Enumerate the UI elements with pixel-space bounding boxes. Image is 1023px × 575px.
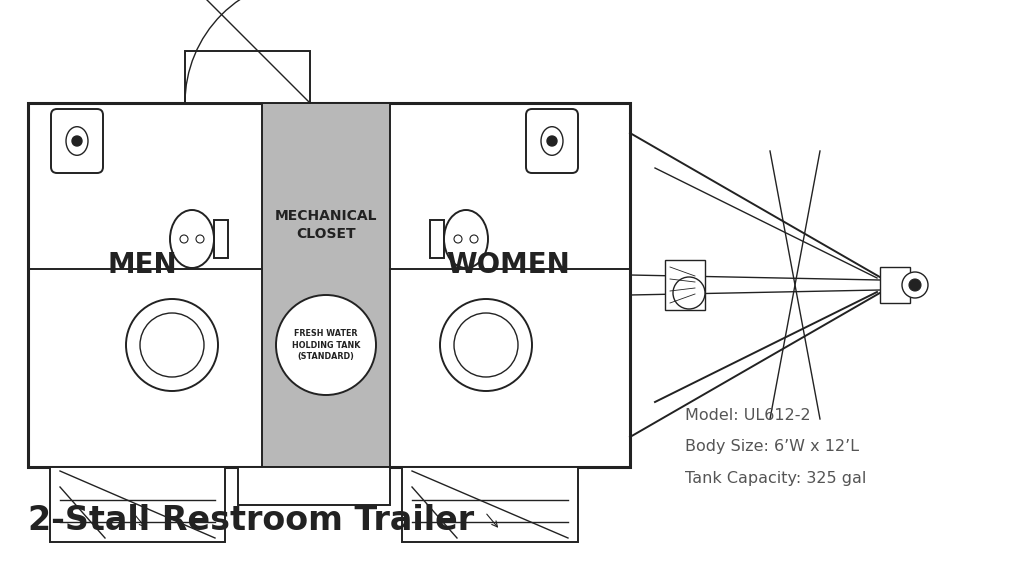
Circle shape xyxy=(673,277,705,309)
Text: FRESH WATER
HOLDING TANK
(STANDARD): FRESH WATER HOLDING TANK (STANDARD) xyxy=(292,329,360,361)
Bar xyxy=(50,467,225,542)
Circle shape xyxy=(196,235,204,243)
Text: Tank Capacity: 325 gal: Tank Capacity: 325 gal xyxy=(685,472,866,486)
Bar xyxy=(28,103,630,467)
Bar xyxy=(430,220,444,258)
FancyBboxPatch shape xyxy=(526,109,578,173)
Text: 2-Stall Restroom Trailer: 2-Stall Restroom Trailer xyxy=(28,504,474,536)
Ellipse shape xyxy=(170,210,214,268)
Text: Model: UL612-2: Model: UL612-2 xyxy=(685,408,810,423)
Text: WOMEN: WOMEN xyxy=(446,251,570,279)
Bar xyxy=(238,467,390,505)
Text: MECHANICAL
CLOSET: MECHANICAL CLOSET xyxy=(275,209,377,241)
Ellipse shape xyxy=(541,126,563,155)
Circle shape xyxy=(909,279,921,291)
Circle shape xyxy=(180,235,188,243)
Circle shape xyxy=(902,272,928,298)
Ellipse shape xyxy=(444,210,488,268)
Circle shape xyxy=(140,313,204,377)
Circle shape xyxy=(470,235,478,243)
Bar xyxy=(880,267,910,303)
Circle shape xyxy=(454,313,518,377)
Circle shape xyxy=(72,136,82,146)
FancyBboxPatch shape xyxy=(51,109,103,173)
Circle shape xyxy=(126,299,218,391)
Bar xyxy=(214,220,228,258)
Bar xyxy=(185,51,310,103)
Bar xyxy=(402,467,578,542)
Circle shape xyxy=(547,136,557,146)
Bar xyxy=(262,103,390,467)
Circle shape xyxy=(454,235,462,243)
Ellipse shape xyxy=(66,126,88,155)
Text: Body Size: 6’W x 12’L: Body Size: 6’W x 12’L xyxy=(685,439,859,454)
Circle shape xyxy=(440,299,532,391)
Circle shape xyxy=(276,295,376,395)
Text: MEN: MEN xyxy=(107,251,177,279)
Bar xyxy=(665,260,705,310)
